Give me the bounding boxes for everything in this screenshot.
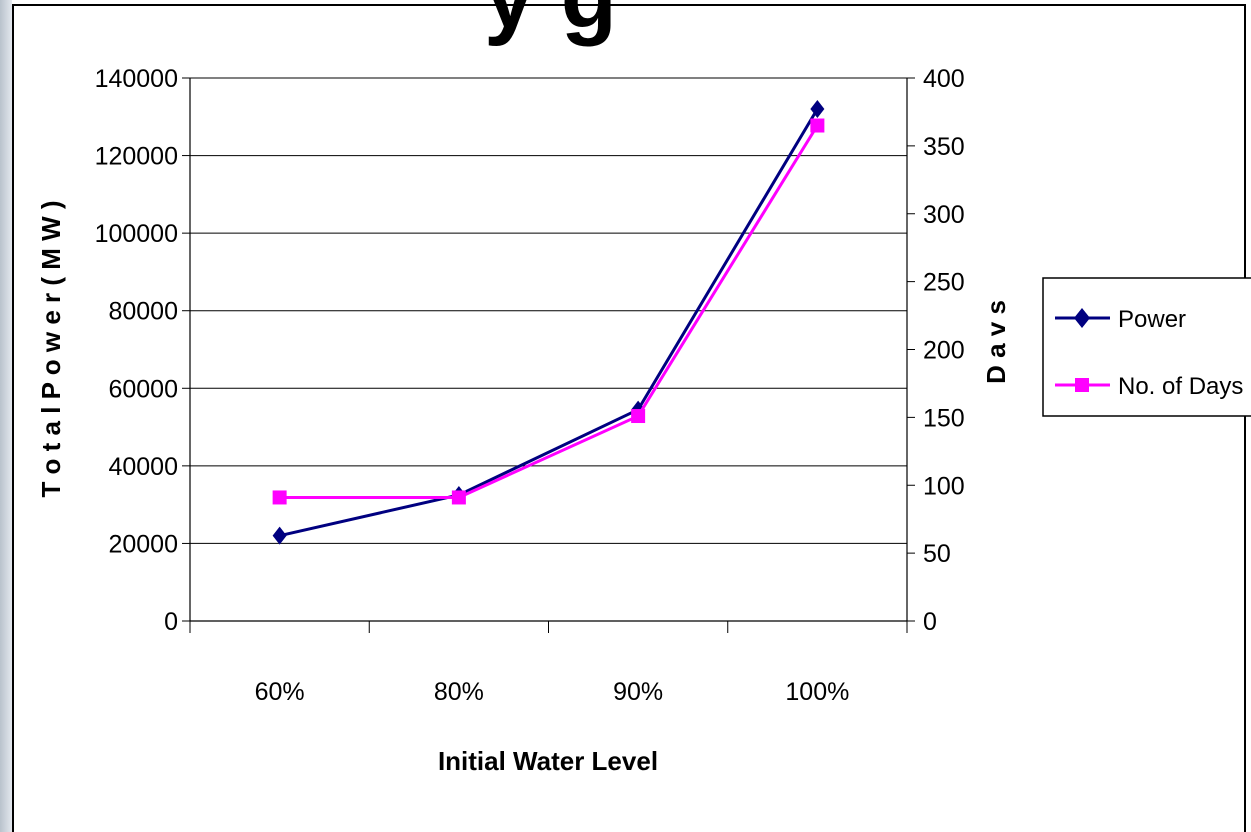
- chart-frame: y g: [12, 0, 1246, 832]
- legend: Power No. of Days: [1042, 277, 1251, 417]
- left-tick-label: 20000: [108, 530, 178, 558]
- legend-days-marker: [1075, 378, 1089, 392]
- legend-power-marker: [1074, 308, 1090, 328]
- right-tick-label: 0: [923, 608, 937, 636]
- right-tick-label: 150: [923, 404, 965, 432]
- x-tick-label: 90%: [613, 678, 663, 706]
- series-layer: [272, 100, 825, 545]
- power-data-point: [810, 100, 825, 119]
- chart-title-fragment: y g: [484, 0, 617, 49]
- left-tick-label: 80000: [108, 298, 178, 326]
- left-tick-label: 40000: [108, 453, 178, 481]
- right-tick-label: 50: [923, 540, 951, 568]
- right-axis-ticks: 0 50 100 150 200 250 300 350 400: [907, 65, 965, 636]
- left-tick-label: 60000: [108, 375, 178, 403]
- x-tick-label: 100%: [785, 678, 849, 706]
- left-tick-label: 0: [164, 608, 178, 636]
- days-data-point: [272, 490, 287, 505]
- right-tick-label: 200: [923, 337, 965, 365]
- legend-box: [1042, 277, 1251, 417]
- days-data-point: [810, 118, 825, 133]
- series-line-days: [279, 124, 819, 499]
- left-tick-label: 120000: [95, 143, 178, 171]
- right-tick-label: 400: [923, 65, 965, 93]
- left-axis-ticks: 0 20000 40000 60000 80000 100000 120000 140000: [95, 65, 190, 636]
- x-tick-label: 60%: [255, 678, 305, 706]
- power-data-point: [272, 526, 287, 545]
- legend-power-label: Power: [1118, 306, 1186, 333]
- series-line-power: [279, 108, 819, 538]
- days-data-point: [451, 490, 466, 505]
- right-tick-label: 300: [923, 201, 965, 229]
- x-tick-label: 80%: [434, 678, 484, 706]
- right-tick-label: 100: [923, 472, 965, 500]
- left-y-axis-title: T o t a l P o w e r ( M W ): [36, 200, 66, 497]
- left-background-strip: [0, 0, 12, 832]
- gridlines: [190, 77, 907, 544]
- days-data-point: [631, 409, 646, 424]
- right-tick-label: 350: [923, 133, 965, 161]
- legend-days-label: No. of Days: [1118, 373, 1243, 400]
- left-tick-label: 100000: [95, 220, 178, 248]
- axes: [189, 78, 908, 622]
- x-axis-ticks: 60% 80% 90% 100%: [189, 621, 908, 706]
- x-axis-title: Initial Water Level: [438, 746, 658, 776]
- right-tick-label: 250: [923, 269, 965, 297]
- left-tick-label: 140000: [95, 65, 178, 93]
- right-y-axis-title: D a v s: [981, 300, 1011, 384]
